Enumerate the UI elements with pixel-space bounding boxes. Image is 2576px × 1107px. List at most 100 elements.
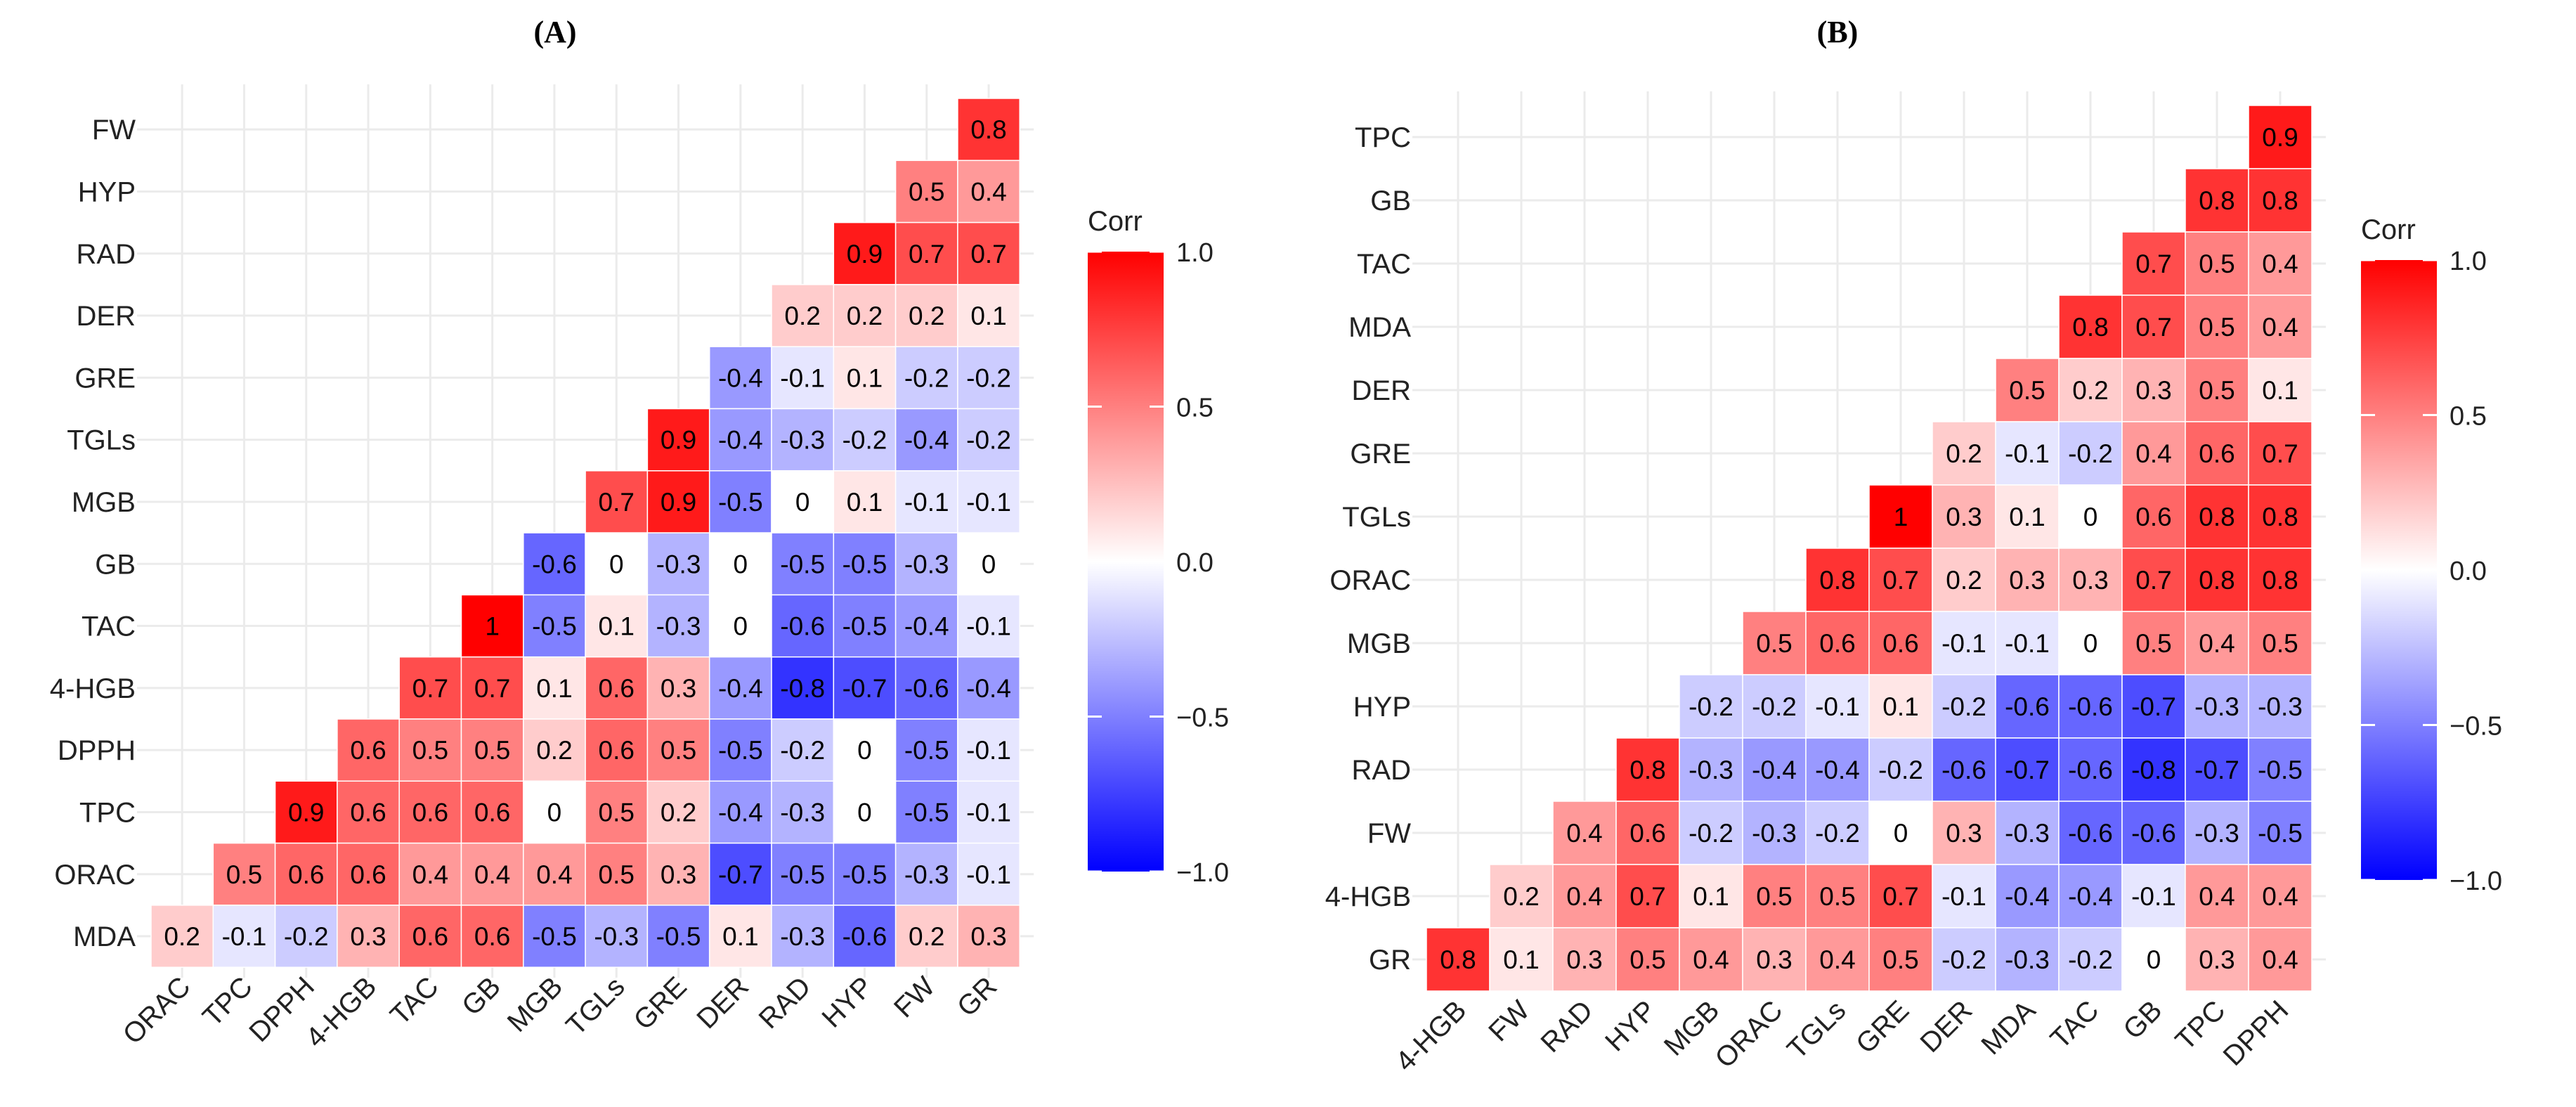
cell-value-label: 0.4 — [2199, 882, 2235, 911]
column-label: HYP — [1599, 995, 1662, 1057]
cell-value-label: -0.5 — [843, 550, 887, 578]
heatmap-cell — [957, 780, 1020, 844]
row-label: 4-HGB — [1325, 881, 1411, 912]
cell-value-label: -0.3 — [2005, 819, 2050, 848]
cell-value-label: 0.6 — [474, 922, 510, 951]
heatmap-cell — [1426, 927, 1490, 992]
cell-value-label: -0.3 — [594, 922, 639, 951]
cell-value-label: -0.1 — [780, 363, 825, 392]
cell-value-label: 0.8 — [970, 115, 1006, 144]
cell-value-label: 0.5 — [1882, 945, 1918, 974]
cell-value-label: -0.8 — [780, 674, 825, 703]
heatmap-cell — [523, 532, 586, 596]
heatmap-cell — [212, 842, 276, 906]
heatmap-cell — [1805, 927, 1870, 992]
heatmap-cell — [460, 842, 524, 906]
cell-value-label: 0.5 — [1629, 945, 1665, 974]
cell-value-label: 0 — [609, 550, 624, 578]
cell-value-label: 0 — [857, 736, 872, 765]
cell-value-label: -0.5 — [532, 922, 577, 951]
legend-tick-label: −1.0 — [2450, 867, 2502, 896]
cell-value-label: 0.4 — [2199, 629, 2235, 658]
cell-value-label: -0.4 — [718, 363, 763, 392]
cell-value-label: -0.1 — [1941, 629, 1986, 658]
column-label: DER — [1915, 995, 1979, 1059]
cell-value-label: 0.5 — [226, 860, 262, 889]
heatmap-cell — [957, 221, 1020, 285]
cell-value-label: 0.3 — [1946, 503, 1982, 531]
cell-value-label: -0.4 — [718, 674, 763, 703]
cell-value-label: 0.6 — [1819, 629, 1855, 658]
heatmap-cell — [585, 656, 649, 720]
cell-value-label: -0.1 — [2005, 439, 2050, 468]
cell-value-label: 0.3 — [661, 674, 696, 703]
cell-value-label: -0.6 — [2131, 819, 2176, 848]
cell-value-label: 0.5 — [1819, 882, 1855, 911]
row-label: ORAC — [54, 860, 136, 891]
cell-value-label: 0.9 — [661, 426, 696, 455]
heatmap-cell — [398, 905, 462, 968]
cell-value-label: -0.1 — [966, 612, 1011, 641]
cell-value-label: 0.8 — [2072, 313, 2108, 342]
heatmap-cell — [1615, 927, 1680, 992]
cell-value-label: 0.1 — [599, 612, 635, 641]
legend-tick-label: −1.0 — [1176, 858, 1229, 888]
heatmap-cell — [1679, 927, 1743, 992]
legend-tick-label: 0.5 — [2450, 402, 2487, 432]
heatmap-cell — [150, 905, 214, 968]
heatmap-cell — [2185, 801, 2249, 865]
heatmap-cell — [708, 905, 772, 968]
cell-value-label: -0.6 — [780, 612, 825, 641]
heatmap-cell — [2248, 548, 2312, 612]
cell-value-label: -0.1 — [2005, 629, 2050, 658]
row-label: ORAC — [1329, 565, 1411, 596]
heatmap-cell — [274, 780, 338, 844]
heatmap-cell — [460, 718, 524, 782]
heatmap-cell — [771, 842, 835, 906]
row-label: RAD — [77, 239, 136, 270]
cell-value-label: 0.2 — [2072, 376, 2108, 405]
heatmap-cell — [1995, 358, 2060, 422]
cell-value-label: -0.3 — [780, 798, 825, 827]
cell-value-label: 0.1 — [1882, 692, 1918, 721]
cell-value-label: 0.7 — [474, 674, 510, 703]
heatmap-cell — [957, 284, 1020, 347]
cell-value-label: -0.4 — [966, 674, 1011, 703]
cell-value-label: -0.6 — [843, 922, 887, 951]
cell-value-label: 0.6 — [474, 798, 510, 827]
cell-value-label: 0.4 — [970, 177, 1006, 206]
cell-value-label: 0.4 — [2262, 882, 2298, 911]
heatmap-cell — [212, 905, 276, 968]
cell-value-label: 0.5 — [2199, 250, 2235, 278]
heatmap-cell — [646, 842, 710, 906]
cell-value-label: 0.3 — [2135, 376, 2171, 405]
cell-value-label: -0.2 — [2068, 945, 2113, 974]
row-label: 4-HGB — [50, 673, 136, 704]
row-label: HYP — [78, 176, 136, 207]
cell-value-label: -0.3 — [2194, 692, 2239, 721]
heatmap-cell — [460, 594, 524, 658]
legend-tick-label: −0.5 — [1176, 704, 1229, 733]
heatmap-cell — [1932, 674, 1996, 739]
cell-value-label: 0.5 — [909, 177, 944, 206]
legend-title: Corr — [2361, 214, 2416, 245]
heatmap-cell — [460, 656, 524, 720]
cell-value-label: -0.5 — [780, 860, 825, 889]
cell-value-label: -0.5 — [2258, 819, 2303, 848]
cell-value-label: -0.5 — [904, 736, 949, 765]
heatmap-cell — [2121, 484, 2186, 549]
heatmap-cell — [1552, 864, 1617, 928]
heatmap-cell — [337, 780, 400, 844]
cell-value-label: -0.4 — [2005, 882, 2050, 911]
heatmap-cell — [1805, 801, 1870, 865]
heatmap-cell — [1868, 674, 1933, 739]
cell-value-label: -0.1 — [1941, 882, 1986, 911]
cell-value-label: 0.1 — [847, 363, 883, 392]
cell-value-label: 0.3 — [2199, 945, 2235, 974]
column-label: GR — [951, 971, 1003, 1023]
heatmap-cell — [2121, 801, 2186, 865]
cell-value-label: 0.5 — [2009, 376, 2045, 405]
cell-value-label: 0.8 — [2262, 186, 2298, 215]
heatmap-cell — [1868, 548, 1933, 612]
